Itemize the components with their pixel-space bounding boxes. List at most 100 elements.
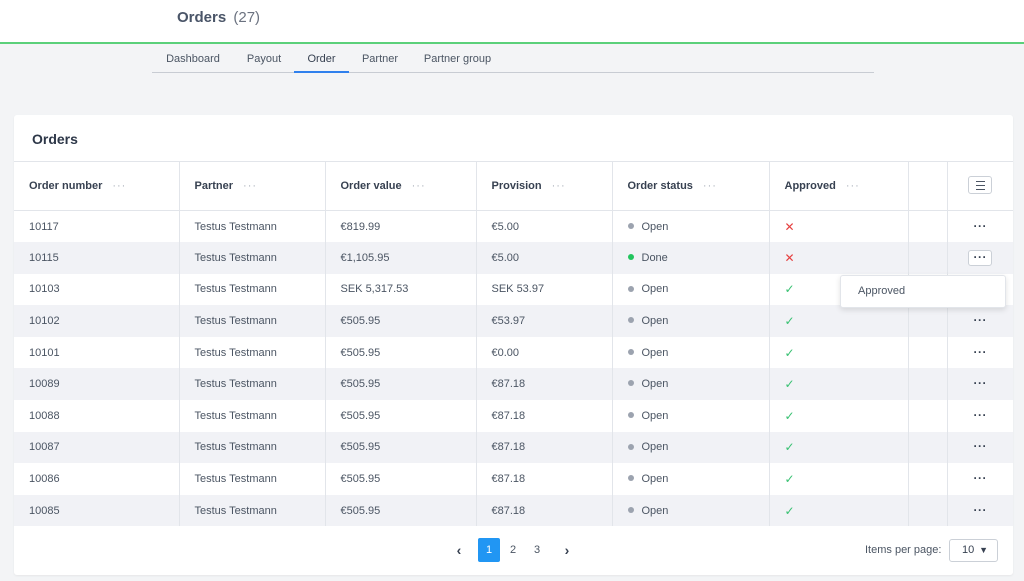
column-menu-icon[interactable]: ··· [411,180,426,192]
table-row[interactable]: 10089 Testus Testmann €505.95 €87.18 Open ✓ ··… [14,368,1013,401]
column-header-order-value[interactable]: Order value ··· [325,161,477,211]
row-menu-icon[interactable]: ··· [973,407,987,422]
cell-order-status: Open [612,210,770,243]
column-header-order-number[interactable]: Order number ··· [14,161,180,211]
cell-actions: ··· [947,368,1013,401]
tab-partner[interactable]: Partner [361,53,399,65]
column-header-order-status[interactable]: Order status ··· [612,161,770,211]
cell-empty [908,463,948,495]
pagination-page-1[interactable]: 1 [478,538,500,562]
tab-dashboard[interactable]: Dashboard [166,53,220,65]
column-header-approved[interactable]: Approved ··· [769,161,909,211]
table-row[interactable]: 10101 Testus Testmann €505.95 €0.00 Open ✓ ··· [14,336,1013,369]
tab-partner-group[interactable]: Partner group [423,53,492,65]
column-menu-icon[interactable]: ··· [551,180,566,192]
table-header-row: Order number ··· Partner ··· Order value ··… [14,161,1013,211]
cell-order-status: Open [612,431,770,464]
status-dot-icon [627,380,634,387]
cell-approved: ✓ [769,336,909,369]
column-menu-icon[interactable]: ··· [243,180,258,192]
row-menu-icon[interactable]: ··· [973,376,987,391]
column-header-label: Partner [194,180,234,192]
cell-order-status: Open [612,273,770,306]
cell-actions: ··· [947,305,1013,337]
status-text: Open [641,409,669,422]
cell-actions: ··· [947,463,1013,495]
cell-partner: Testus Testmann [179,400,326,432]
items-per-page-value: 10 [962,544,975,556]
row-menu-icon[interactable]: ··· [973,344,987,359]
status-dot-icon [627,317,634,324]
status-dot-icon [627,411,634,418]
items-per-page-select[interactable]: 10 ▼ [949,539,998,562]
cross-icon: ✕ [784,219,795,234]
column-header-partner[interactable]: Partner ··· [179,161,326,211]
cell-order-status: Open [612,494,770,527]
cell-approved: ✓ [769,431,909,464]
cell-order-number: 10089 [14,368,180,401]
cell-approved: ✓ [769,400,909,432]
cell-order-status: Open [612,463,770,495]
column-menu-icon[interactable]: ··· [845,180,860,192]
cell-order-value: €505.95 [325,368,477,401]
table-row[interactable]: 10117 Testus Testmann €819.99 €5.00 Open ✕ ··· [14,210,1013,243]
table-body: 10117 Testus Testmann €819.99 €5.00 Open ✕ ···… [14,210,1013,527]
cell-order-value: SEK 5,317.53 [325,273,477,306]
table-row[interactable]: 10102 Testus Testmann €505.95 €53.97 Open ✓ ··… [14,305,1013,337]
cell-approved: ✓ [769,463,909,495]
cell-order-number: 10103 [14,273,180,306]
check-icon: ✓ [784,440,795,455]
cell-order-number: 10101 [14,336,180,369]
cell-approved: ✓ [769,305,909,337]
table-row[interactable]: 10088 Testus Testmann €505.95 €87.18 Open ✓ ··… [14,400,1013,432]
cell-order-number: 10085 [14,494,180,527]
cell-empty [908,305,948,337]
cell-empty [908,242,948,274]
column-menu-icon[interactable]: ··· [702,180,717,192]
check-icon: ✓ [784,503,795,518]
cell-order-status: Open [612,336,770,369]
cell-partner: Testus Testmann [179,273,326,306]
row-menu-icon[interactable]: ··· [973,471,987,486]
column-header-empty [908,161,948,211]
column-header-label: Provision [491,180,542,192]
card-title: Orders [32,131,78,147]
chevron-down-icon: ▼ [979,545,988,555]
orders-card: Orders Order number ··· Partner ··· Order … [14,115,1013,575]
pagination-next-icon[interactable]: › [564,542,570,558]
table-row[interactable]: 10086 Testus Testmann €505.95 €87.18 Open ✓ ··… [14,463,1013,495]
pagination-page-2[interactable]: 2 [509,544,517,556]
items-per-page-label: Items per page: [865,544,942,556]
row-menu-icon[interactable]: ··· [973,502,987,517]
column-settings-icon[interactable] [968,175,993,194]
tab-order[interactable]: Order [294,47,349,73]
check-icon: ✓ [784,314,795,329]
row-menu-icon[interactable]: ··· [968,249,993,266]
cell-actions: ··· [947,211,1013,243]
cell-order-status: Open [612,305,770,337]
column-header-provision[interactable]: Provision ··· [476,161,613,211]
top-bar: Orders (27) [0,0,1024,44]
pagination-prev-icon[interactable]: ‹ [456,542,462,558]
row-menu-icon[interactable]: ··· [973,439,987,454]
cell-provision: €87.18 [476,463,613,495]
row-action-menu-item-approved[interactable]: Approved [840,275,1006,308]
cell-partner: Testus Testmann [179,336,326,369]
cell-order-value: €505.95 [325,463,477,495]
table-row[interactable]: 10085 Testus Testmann €505.95 €87.18 Open ✓ ··… [14,494,1013,527]
column-menu-icon[interactable]: ··· [112,180,127,192]
table-row[interactable]: 10087 Testus Testmann €505.95 €87.18 Open ✓ ··… [14,431,1013,464]
cell-provision: €0.00 [476,336,613,369]
table-row[interactable]: 10103 Testus Testmann SEK 5,317.53 SEK 53.9… [14,273,1013,306]
cell-actions: ··· [947,400,1013,432]
cell-actions: ··· [947,431,1013,464]
row-menu-icon[interactable]: ··· [973,218,987,233]
status-text: Open [641,315,669,328]
cell-order-status: Open [612,368,770,401]
check-icon: ✓ [784,472,795,487]
cell-provision: €53.97 [476,305,613,337]
table-row[interactable]: 10115 Testus Testmann €1,105.95 €5.00 Done ✕ ·… [14,242,1013,274]
pagination-page-3[interactable]: 3 [533,544,541,556]
tab-payout[interactable]: Payout [246,53,282,65]
row-menu-icon[interactable]: ··· [973,313,987,328]
